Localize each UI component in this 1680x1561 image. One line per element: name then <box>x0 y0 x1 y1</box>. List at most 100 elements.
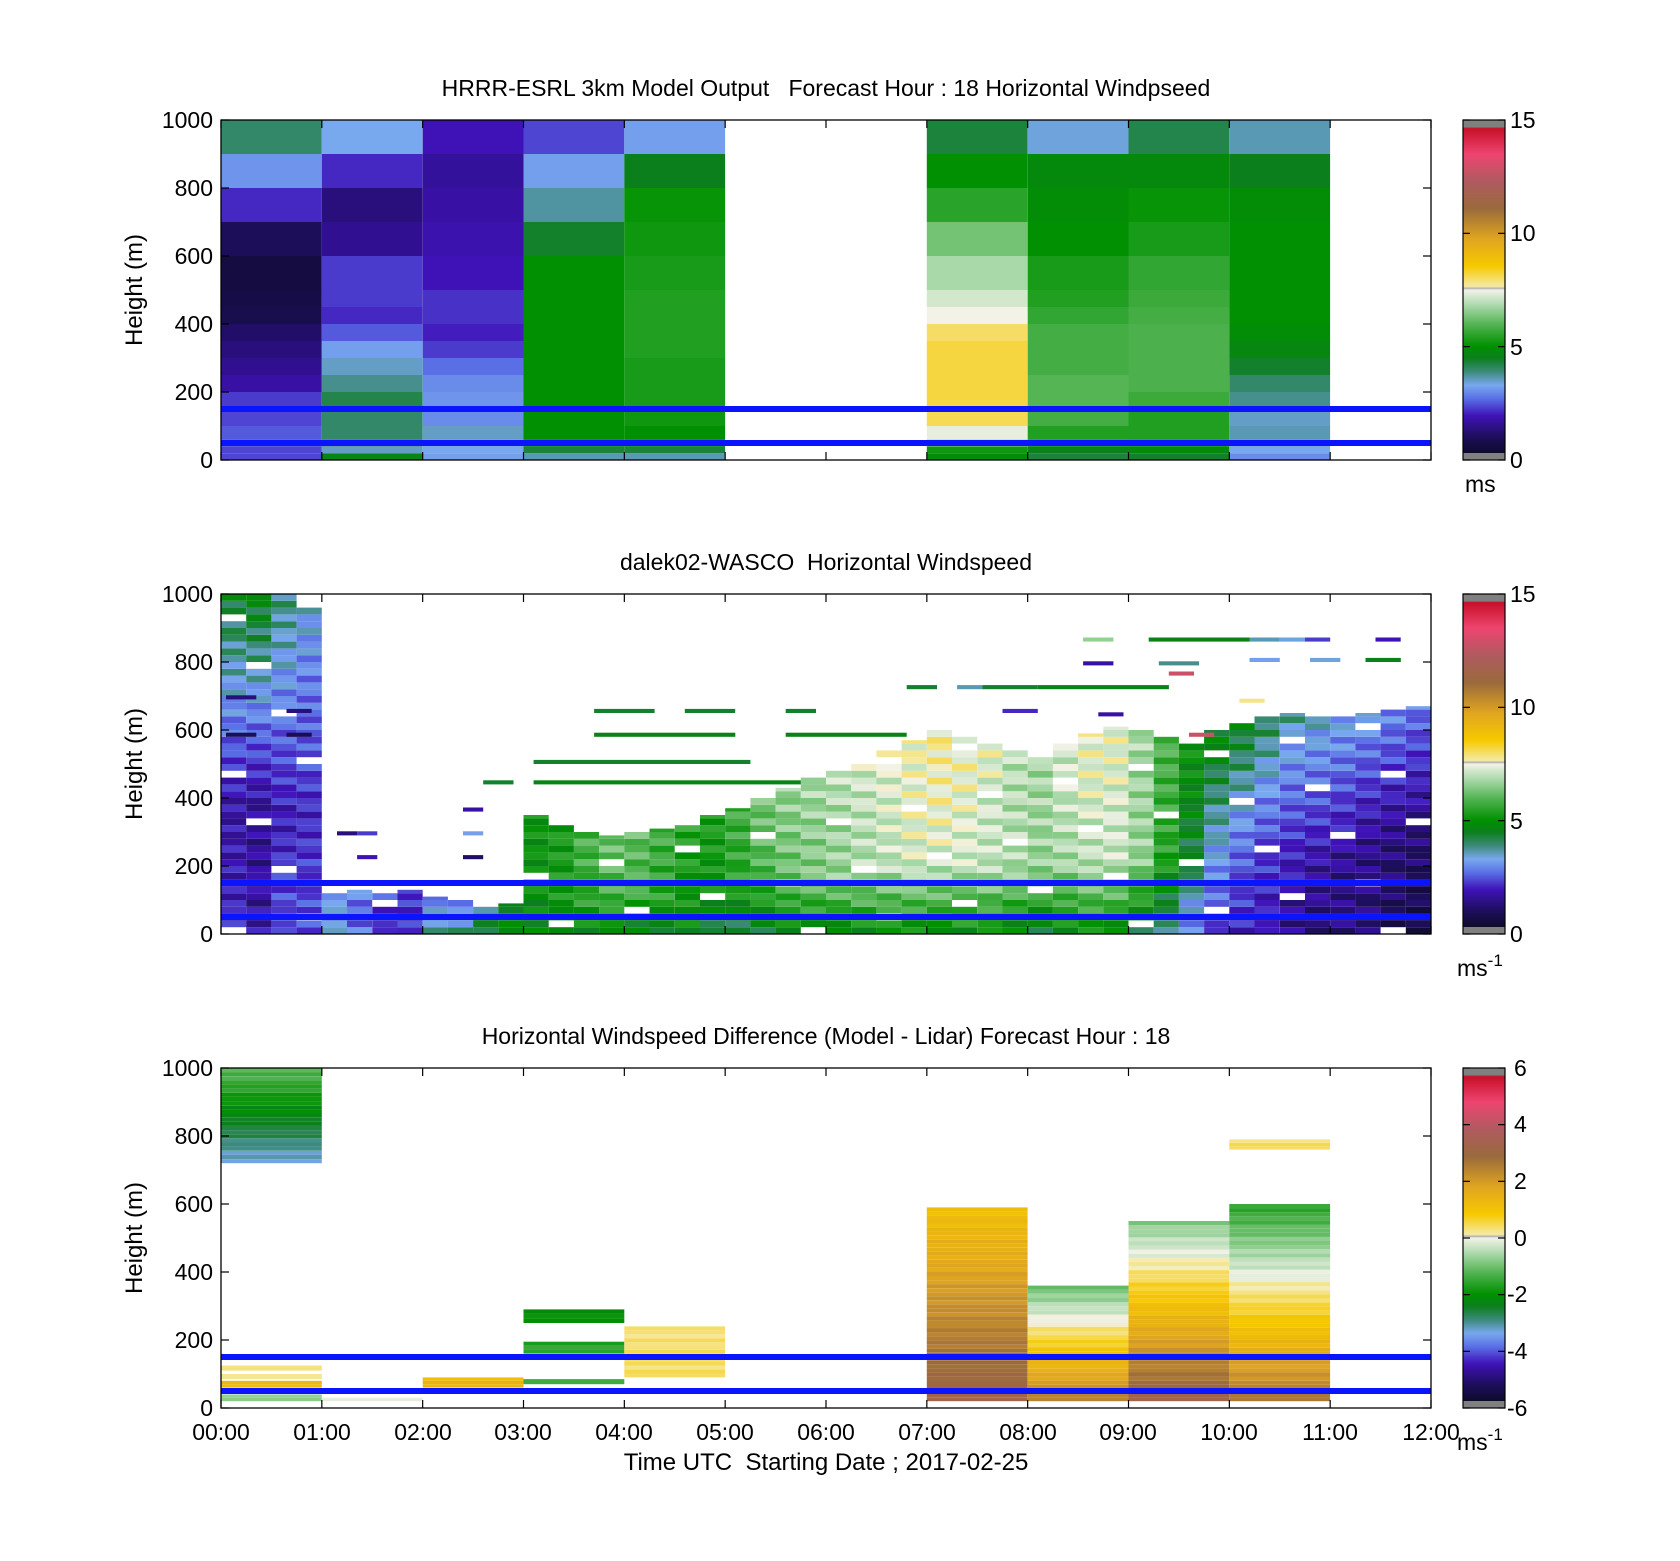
heatmap-cell <box>1279 906 1305 914</box>
heatmap-cell <box>926 791 952 798</box>
heatmap-cell <box>1405 900 1431 907</box>
heatmap-cell <box>221 1384 322 1388</box>
heatmap-cell <box>926 324 1028 341</box>
heatmap-cell <box>1254 906 1280 914</box>
heatmap-cell <box>1279 818 1305 826</box>
heatmap-cell <box>624 845 650 853</box>
heatmap-cell <box>1002 791 1028 798</box>
heatmap-cell <box>246 859 272 866</box>
heatmap-cell <box>1405 757 1431 764</box>
heatmap-cell <box>573 866 600 873</box>
heatmap-cell <box>1355 927 1381 934</box>
heatmap-cell <box>851 791 877 798</box>
heatmap-cell <box>1380 784 1406 792</box>
heatmap-cell <box>221 655 247 662</box>
heatmap-cell <box>347 893 373 900</box>
heatmap-cell <box>321 893 347 900</box>
heatmap-cell <box>1078 764 1104 771</box>
heatmap-cell <box>1128 1237 1230 1242</box>
heatmap-cell <box>1355 893 1381 900</box>
heatmap-cell <box>775 886 801 894</box>
heatmap-cell <box>901 859 927 866</box>
heatmap-cell <box>1229 1261 1331 1266</box>
heatmap-cell <box>1128 341 1230 358</box>
heatmap-cell <box>573 900 600 907</box>
heatmap-cell <box>573 906 600 914</box>
heatmap-cell <box>1027 188 1129 222</box>
heatmap-cell <box>1355 886 1381 894</box>
heatmap-cell <box>876 893 902 900</box>
heatmap-cell <box>926 1393 1028 1398</box>
heatmap-cell <box>523 845 549 853</box>
heatmap-cell <box>649 866 675 873</box>
heatmap-cell <box>1052 770 1079 778</box>
heatmap-cell <box>926 906 952 914</box>
heatmap-cell <box>1229 852 1255 860</box>
heatmap-cell <box>221 798 247 805</box>
heatmap-cell <box>926 1211 1028 1216</box>
heatmap-cell <box>624 1330 726 1335</box>
heatmap-cell <box>901 825 927 832</box>
heatmap-cell <box>221 426 322 440</box>
colorbar-tick-label: 5 <box>1510 334 1523 360</box>
y-axis-label: Height (m) <box>121 708 148 820</box>
heatmap-cell <box>1254 859 1280 866</box>
heatmap-cell <box>1405 811 1431 819</box>
heatmap-cell <box>271 906 297 914</box>
heatmap-cell <box>296 838 322 846</box>
heatmap-cell <box>1229 256 1331 290</box>
heatmap-cell <box>1204 920 1230 928</box>
heatmap-cell <box>1380 920 1406 928</box>
heatmap-cell <box>246 777 272 785</box>
heatmap-cell <box>1254 777 1280 785</box>
heatmap-cell <box>977 804 1003 812</box>
heatmap-cell <box>624 900 650 907</box>
heatmap-cell <box>1330 872 1356 880</box>
heatmap-cell <box>750 872 776 880</box>
heatmap-cell <box>246 689 272 696</box>
heatmap-cell <box>1229 1310 1331 1315</box>
heatmap-cell <box>826 859 852 866</box>
heatmap-cell <box>700 838 726 846</box>
heatmap-cell <box>523 1341 625 1346</box>
heatmap-cell <box>221 1125 322 1130</box>
heatmap-cell <box>1254 736 1280 744</box>
heatmap-cell <box>321 426 423 440</box>
x-tick-label: 08:00 <box>999 1419 1057 1445</box>
heatmap-cell <box>523 852 549 860</box>
heatmap-cell <box>1128 1335 1230 1340</box>
y-tick-label: 600 <box>175 717 213 743</box>
heatmap-cell <box>221 1080 322 1085</box>
heatmap-cell <box>901 920 927 928</box>
heatmap-cell <box>1078 845 1104 853</box>
heatmap-cell <box>548 866 574 873</box>
heatmap-cell <box>1178 832 1205 839</box>
heatmap-cell <box>271 893 297 900</box>
heatmap-cell <box>422 446 524 454</box>
heatmap-cell <box>1103 798 1129 805</box>
heatmap-cell <box>271 648 297 656</box>
heatmap-cell <box>221 641 247 649</box>
heatmap-cell <box>1254 784 1280 792</box>
heatmap-cell <box>926 1340 1028 1345</box>
heatmap-cell <box>624 256 726 290</box>
heatmap-cell <box>422 1377 524 1381</box>
heatmap-cell <box>1128 1233 1230 1238</box>
heatmap-cell <box>1305 832 1331 839</box>
heatmap-cell <box>221 689 247 696</box>
heatmap-cell <box>1380 750 1406 758</box>
heatmap-cell <box>221 784 247 792</box>
heatmap-cell <box>548 927 574 934</box>
heatmap-cell <box>624 290 726 307</box>
heatmap-cell <box>1229 1384 1331 1389</box>
heatmap-cell <box>1103 859 1129 866</box>
heatmap-cell <box>221 1109 322 1114</box>
heatmap-cell <box>1153 736 1179 744</box>
heatmap-cell <box>271 832 297 839</box>
heatmap-cell <box>1229 120 1331 154</box>
heatmap-cell <box>1128 1384 1230 1389</box>
heatmap-cell <box>725 866 751 873</box>
heatmap-cell <box>1305 920 1331 928</box>
heatmap-cell <box>271 607 297 615</box>
heatmap-cell <box>1380 730 1406 737</box>
